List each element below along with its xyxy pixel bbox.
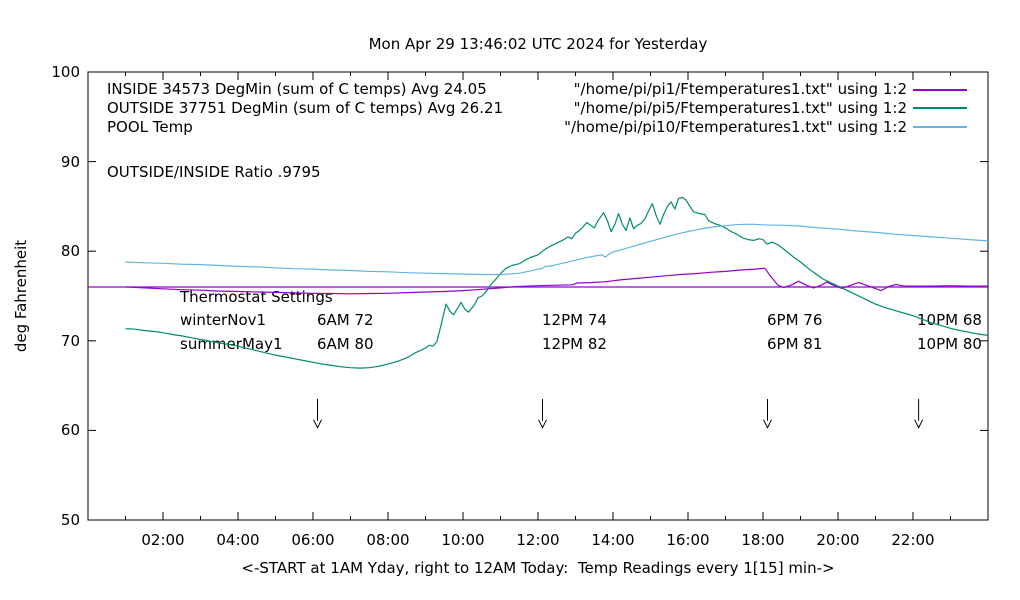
y-tick-label-80: 80 [60, 242, 80, 261]
time-arrow-head [763, 419, 772, 429]
thermostat-summer-6am: 6AM 80 [317, 335, 374, 353]
x-axis-label: <-START at 1AM Yday, right to 12AM Today… [241, 559, 835, 577]
thermostat-winter-6am: 6AM 72 [317, 311, 374, 329]
x-tick-label-16:00: 16:00 [666, 531, 710, 549]
x-tick-label-18:00: 18:00 [741, 531, 785, 549]
x-tick-label-10:00: 10:00 [441, 531, 485, 549]
x-tick-label-20:00: 20:00 [816, 531, 860, 549]
thermostat-winter-10pm: 10PM 68 [917, 311, 982, 329]
x-tick-label-02:00: 02:00 [141, 531, 185, 549]
y-tick-label-60: 60 [60, 421, 80, 440]
y-tick-label-50: 50 [60, 511, 80, 529]
y-tick-label-100: 100 [51, 63, 80, 81]
legend-line-sample-pool [913, 126, 967, 128]
thermostat-winter-name: winterNov1 [180, 311, 267, 329]
legend-line-sample-outside [913, 107, 967, 109]
time-arrow-head [313, 419, 322, 429]
thermostat-settings-heading: Thermostat Settings [180, 288, 333, 306]
thermostat-summer-10pm: 10PM 80 [917, 335, 982, 353]
chart-title: Mon Apr 29 13:46:02 UTC 2024 for Yesterd… [368, 35, 708, 53]
legend-source-pool: "/home/pi/pi10/Ftemperatures1.txt" using… [564, 118, 907, 136]
thermostat-summer-12pm: 12PM 82 [542, 335, 607, 353]
x-tick-label-06:00: 06:00 [291, 531, 335, 549]
thermostat-summer-6pm: 6PM 81 [767, 335, 823, 353]
legend-label-outside: OUTSIDE 37751 DegMin (sum of C temps) Av… [107, 99, 504, 117]
thermostat-winter-6pm: 6PM 76 [767, 311, 823, 329]
x-tick-label-22:00: 22:00 [891, 531, 935, 549]
legend-label-pool: POOL Temp [107, 118, 193, 136]
x-tick-label-04:00: 04:00 [216, 531, 260, 549]
time-arrow-head [914, 419, 924, 429]
legend-source-inside: "/home/pi/pi1/Ftemperatures1.txt" using … [573, 80, 907, 98]
x-tick-label-14:00: 14:00 [591, 531, 635, 549]
series-pool [125, 223, 989, 276]
outside-inside-ratio-label: OUTSIDE/INSIDE Ratio .9795 [107, 163, 321, 181]
legend-line-sample-inside [913, 89, 967, 91]
legend-label-inside: INSIDE 34573 DegMin (sum of C temps) Avg… [107, 80, 487, 98]
time-arrow-head [538, 419, 547, 429]
legend-source-outside: "/home/pi/pi5/Ftemperatures1.txt" using … [573, 99, 907, 117]
x-tick-label-12:00: 12:00 [516, 531, 560, 549]
y-tick-label-90: 90 [60, 152, 80, 171]
thermostat-summer-name: summerMay1 [180, 335, 283, 353]
thermostat-winter-12pm: 12PM 74 [542, 311, 607, 329]
y-tick-label-70: 70 [60, 331, 80, 350]
x-tick-label-08:00: 08:00 [366, 531, 410, 549]
